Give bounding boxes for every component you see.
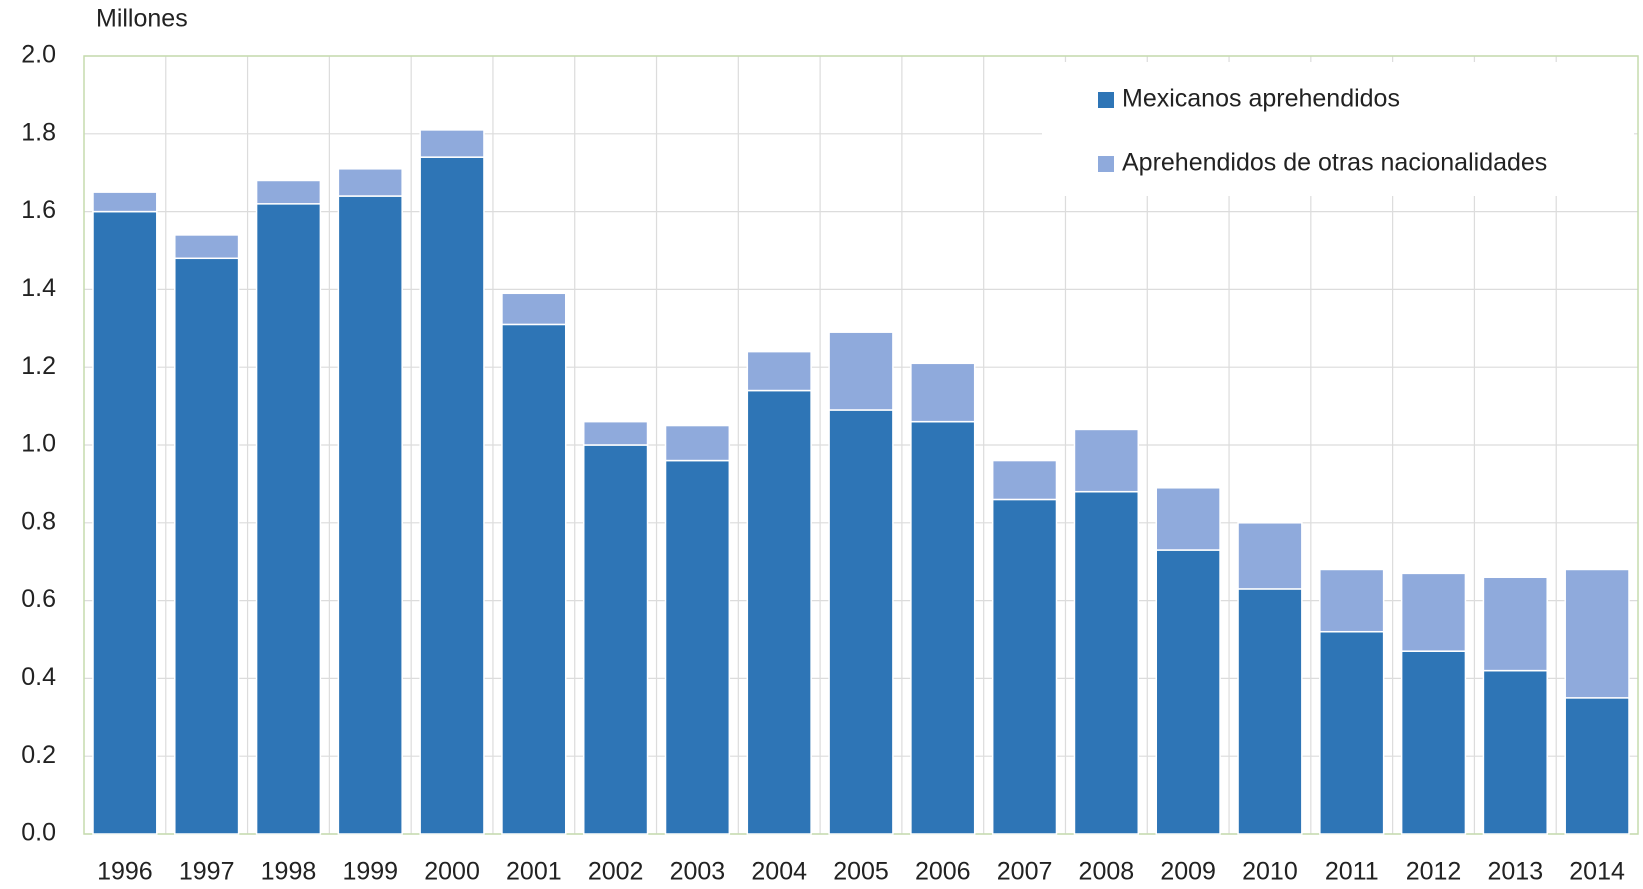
bar-segment — [1073, 428, 1140, 493]
bar-segment — [1400, 572, 1467, 652]
bar-segment — [174, 257, 240, 835]
y-tick-label: 2.0 — [21, 41, 56, 69]
y-tick-label: 0.4 — [21, 663, 56, 691]
y-tick-label: 0.0 — [21, 819, 56, 847]
bar-segment — [255, 179, 322, 205]
legend-swatch — [1098, 156, 1114, 172]
x-tick-label: 2006 — [915, 858, 971, 886]
bar-segment — [1237, 522, 1303, 590]
bar-segment — [991, 459, 1058, 501]
y-tick-label: 1.6 — [21, 196, 56, 224]
bar-segment — [1073, 490, 1140, 835]
x-tick-label: 2013 — [1488, 858, 1544, 886]
x-tick-label: 1996 — [97, 858, 153, 886]
y-tick-label: 1.4 — [21, 274, 56, 302]
bar-segment — [582, 444, 649, 835]
bar-segment — [92, 191, 158, 213]
legend-label: Mexicanos aprehendidos — [1122, 85, 1400, 113]
bar-segment — [1482, 669, 1548, 835]
x-tick-label: 2003 — [670, 858, 726, 886]
bar-segment — [910, 420, 976, 835]
bar-segment — [1155, 549, 1221, 835]
x-tick-label: 2004 — [751, 858, 807, 886]
bar-segment — [1319, 568, 1385, 633]
bar-segment — [746, 350, 812, 392]
y-axis-label: Millones — [96, 5, 188, 33]
bar-segment — [501, 292, 567, 326]
x-tick-label: 2009 — [1160, 858, 1216, 886]
bar-segment — [255, 203, 322, 835]
x-tick-label: 2002 — [588, 858, 644, 886]
bar-segment — [910, 362, 976, 423]
bar-segment — [337, 168, 403, 197]
x-tick-label: 2005 — [833, 858, 889, 886]
bar-segment — [828, 331, 894, 411]
bar-segment — [1564, 697, 1630, 835]
y-tick-label: 1.2 — [21, 352, 56, 380]
bar-segment — [1237, 588, 1303, 835]
x-tick-label: 2014 — [1569, 858, 1625, 886]
bar-segment — [991, 498, 1058, 835]
bar-segment — [828, 409, 894, 835]
legend-swatch — [1098, 92, 1114, 108]
x-tick-label: 2007 — [997, 858, 1053, 886]
y-tick-label: 1.8 — [21, 118, 56, 146]
x-tick-label: 2012 — [1406, 858, 1462, 886]
bar-segment — [92, 210, 158, 835]
y-tick-label: 0.8 — [21, 507, 56, 535]
x-tick-label: 2000 — [424, 858, 480, 886]
x-tick-label: 2011 — [1325, 858, 1379, 886]
y-tick-label: 1.0 — [21, 430, 56, 458]
x-tick-label: 1998 — [261, 858, 317, 886]
legend-box — [1042, 62, 1634, 196]
bar-segment — [1155, 487, 1221, 551]
x-tick-label: 2001 — [506, 858, 562, 886]
bar-segment — [419, 156, 485, 835]
bar-segment — [1319, 630, 1385, 835]
bar-segment — [174, 234, 240, 260]
x-tick-label: 1997 — [179, 858, 235, 886]
y-tick-label: 0.2 — [21, 741, 56, 769]
bar-segment — [1400, 650, 1467, 835]
legend-label: Aprehendidos de otras nacionalidades — [1122, 149, 1547, 177]
bar-segment — [1482, 576, 1548, 672]
bar-segment — [746, 389, 812, 835]
bar-segment — [582, 420, 649, 446]
x-tick-label: 2008 — [1079, 858, 1135, 886]
bar-segment — [337, 195, 403, 835]
x-tick-label: 1999 — [342, 858, 398, 886]
bar-segment — [501, 323, 567, 835]
bar-segment — [664, 424, 731, 462]
bar-segment — [419, 129, 485, 158]
bar-segment — [1564, 568, 1630, 699]
bar-segment — [664, 459, 731, 835]
y-tick-label: 0.6 — [21, 585, 56, 613]
x-tick-label: 2010 — [1242, 858, 1298, 886]
